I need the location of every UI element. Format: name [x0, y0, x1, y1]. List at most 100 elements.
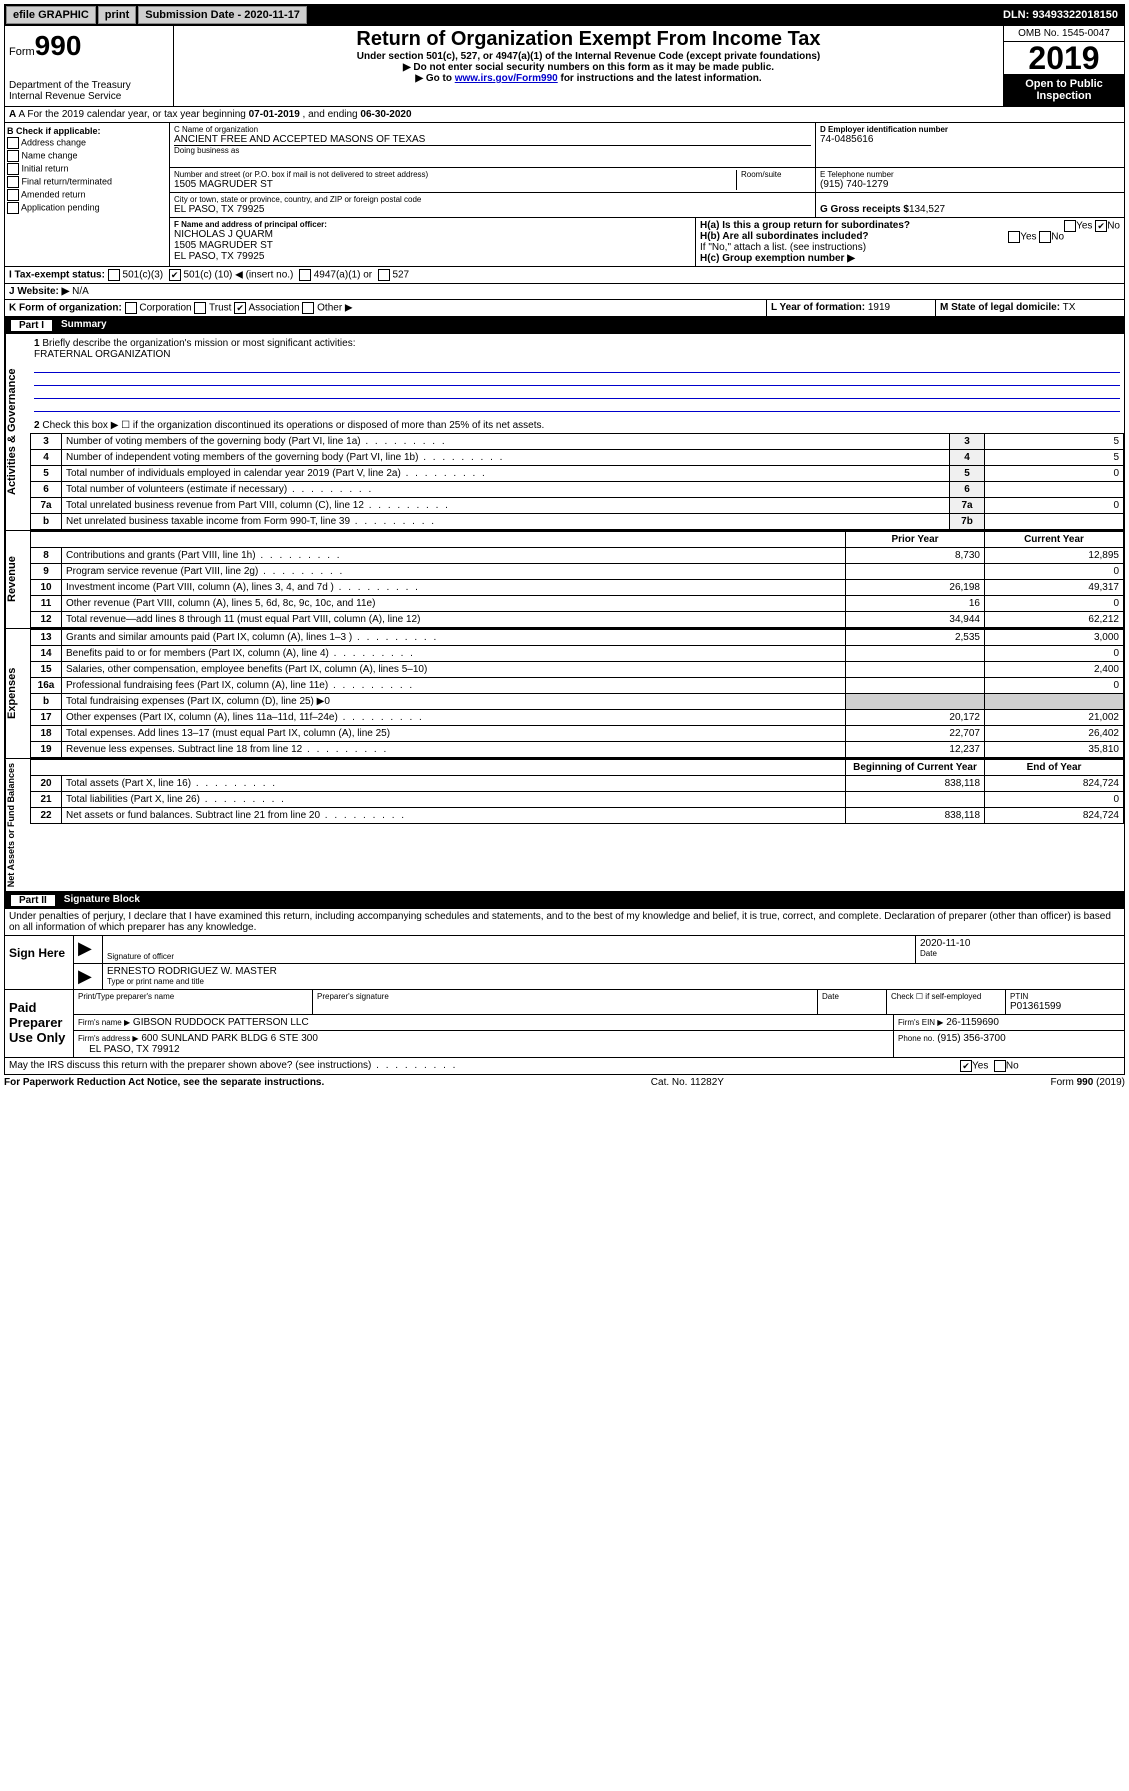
gross-receipts-value: 134,527 — [909, 204, 945, 215]
officer-label: F Name and address of principal officer: — [174, 220, 691, 229]
v6 — [985, 482, 1124, 498]
officer-addr1: 1505 MAGRUDER ST — [174, 240, 691, 251]
v4: 5 — [985, 450, 1124, 466]
v7b — [985, 514, 1124, 530]
hb-no[interactable] — [1039, 231, 1051, 243]
room-label: Room/suite — [741, 170, 811, 179]
org-name: ANCIENT FREE AND ACCEPTED MASONS OF TEXA… — [174, 134, 811, 145]
cb-final-return[interactable] — [7, 176, 19, 188]
domicile-state: TX — [1063, 302, 1076, 313]
sign-here-label: Sign Here — [5, 936, 74, 989]
v5: 0 — [985, 466, 1124, 482]
cb-501c3[interactable] — [108, 269, 120, 281]
section-b-h: B Check if applicable: Address change Na… — [4, 123, 1125, 267]
footer-mid: Cat. No. 11282Y — [651, 1077, 724, 1088]
phone-label: E Telephone number — [820, 170, 1120, 179]
ein-value: 74-0485616 — [820, 134, 1120, 145]
addr-label: Number and street (or P.O. box if mail i… — [174, 170, 736, 179]
vert-governance: Activities & Governance — [5, 334, 30, 530]
vert-expenses: Expenses — [5, 629, 30, 758]
ha-yes[interactable] — [1064, 220, 1076, 232]
goto-post: for instructions and the latest informat… — [558, 73, 762, 84]
ein-label: D Employer identification number — [820, 125, 1120, 134]
cb-527[interactable] — [378, 269, 390, 281]
form-prefix: Form — [9, 46, 35, 58]
irs-link[interactable]: www.irs.gov/Form990 — [455, 73, 558, 84]
perjury-text: Under penalties of perjury, I declare th… — [4, 909, 1125, 936]
sig-date: 2020-11-10 — [920, 938, 1120, 949]
form-header: Form990 Department of the Treasury Inter… — [4, 26, 1125, 107]
sig-name-label: Type or print name and title — [107, 977, 1120, 986]
cb-501c[interactable]: ✔ — [169, 269, 181, 281]
dba-label: Doing business as — [174, 146, 811, 155]
cb-name-change[interactable] — [7, 150, 19, 162]
firm-phone: (915) 356-3700 — [937, 1033, 1005, 1044]
discuss-row: May the IRS discuss this return with the… — [4, 1058, 1125, 1075]
section-governance: Activities & Governance 1 Briefly descri… — [4, 334, 1125, 531]
officer-name: NICHOLAS J QUARM — [174, 229, 691, 240]
paid-preparer-block: Paid Preparer Use Only Print/Type prepar… — [4, 990, 1125, 1058]
firm-name: GIBSON RUDDOCK PATTERSON LLC — [133, 1017, 309, 1028]
sig-name: ERNESTO RODRIGUEZ W. MASTER — [107, 966, 1120, 977]
ptin-value: P01361599 — [1010, 1001, 1120, 1012]
part1-header: Part ISummary — [4, 317, 1125, 334]
section-net-assets: Net Assets or Fund Balances Beginning of… — [4, 759, 1125, 892]
cb-corp[interactable] — [125, 302, 137, 314]
hc-label: H(c) Group exemption number ▶ — [700, 253, 1120, 264]
vert-net-assets: Net Assets or Fund Balances — [5, 759, 30, 891]
section-revenue: Revenue Prior YearCurrent Year 8Contribu… — [4, 531, 1125, 629]
hb-label: H(b) Are all subordinates included? — [700, 231, 869, 242]
year-formation: 1919 — [868, 302, 890, 313]
form-number: 990 — [35, 30, 82, 61]
page-footer: For Paperwork Reduction Act Notice, see … — [4, 1075, 1125, 1090]
city-value: EL PASO, TX 79925 — [174, 204, 811, 215]
website-value: N/A — [72, 286, 89, 297]
tax-year: 2019 — [1004, 42, 1124, 74]
hb-yes[interactable] — [1008, 231, 1020, 243]
vert-revenue: Revenue — [5, 531, 30, 628]
top-bar: efile GRAPHIC print Submission Date - 20… — [4, 4, 1125, 26]
col-b-checkboxes: B Check if applicable: Address change Na… — [5, 123, 170, 266]
ha-no[interactable]: ✔ — [1095, 220, 1107, 232]
paid-preparer-label: Paid Preparer Use Only — [5, 990, 74, 1057]
cb-trust[interactable] — [194, 302, 206, 314]
street-address: 1505 MAGRUDER ST — [174, 179, 736, 190]
subtitle-2: ▶ Do not enter social security numbers o… — [178, 62, 999, 73]
name-label: C Name of organization — [174, 125, 811, 134]
cb-assoc[interactable]: ✔ — [234, 302, 246, 314]
goto-pre: ▶ Go to — [415, 73, 454, 84]
cb-address-change[interactable] — [7, 137, 19, 149]
firm-addr1: 600 SUNLAND PARK BLDG 6 STE 300 — [141, 1033, 318, 1044]
irs-label: Internal Revenue Service — [9, 91, 169, 102]
footer-left: For Paperwork Reduction Act Notice, see … — [4, 1077, 324, 1088]
row-klm: K Form of organization: Corporation Trus… — [4, 300, 1125, 317]
subtitle-1: Under section 501(c), 527, or 4947(a)(1)… — [178, 51, 999, 62]
v3: 5 — [985, 434, 1124, 450]
sign-here-block: Sign Here ▶ Signature of officer 2020-11… — [4, 936, 1125, 990]
section-expenses: Expenses 13Grants and similar amounts pa… — [4, 629, 1125, 759]
discuss-yes[interactable]: ✔ — [960, 1060, 972, 1072]
dln: DLN: 93493322018150 — [1003, 9, 1124, 21]
firm-ein: 26-1159690 — [946, 1017, 999, 1028]
footer-right: Form 990 (2019) — [1051, 1077, 1125, 1088]
efile-button[interactable]: efile GRAPHIC — [6, 6, 96, 24]
cb-other[interactable] — [302, 302, 314, 314]
gross-receipts-label: G Gross receipts $ — [820, 204, 909, 215]
print-button[interactable]: print — [98, 6, 136, 24]
cb-amended[interactable] — [7, 189, 19, 201]
row-i: I Tax-exempt status: 501(c)(3) ✔ 501(c) … — [4, 267, 1125, 284]
phone-value: (915) 740-1279 — [820, 179, 1120, 190]
cb-initial-return[interactable] — [7, 163, 19, 175]
cb-app-pending[interactable] — [7, 202, 19, 214]
part2-header: Part IISignature Block — [4, 892, 1125, 909]
discuss-no[interactable] — [994, 1060, 1006, 1072]
row-j: J Website: ▶ N/A — [4, 284, 1125, 300]
firm-addr2: EL PASO, TX 79912 — [89, 1044, 179, 1055]
sig-date-label: Date — [920, 949, 1120, 958]
row-a-period: A A For the 2019 calendar year, or tax y… — [4, 107, 1125, 123]
cb-4947[interactable] — [299, 269, 311, 281]
city-label: City or town, state or province, country… — [174, 195, 811, 204]
ha-label: H(a) Is this a group return for subordin… — [700, 220, 910, 231]
mission-text: FRATERNAL ORGANIZATION — [34, 349, 171, 360]
v7a: 0 — [985, 498, 1124, 514]
